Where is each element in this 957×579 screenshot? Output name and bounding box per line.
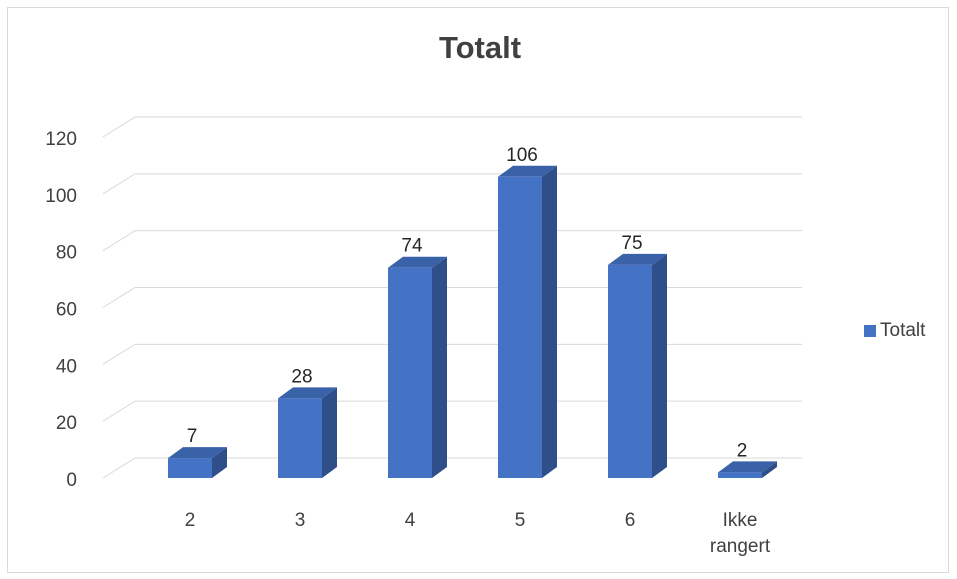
bar-top [718,461,777,473]
data-label: 7 [187,426,198,447]
y-tick-label: 120 [45,129,77,150]
bar-front [168,458,212,478]
bar [718,461,777,478]
data-label: 2 [737,440,748,461]
bar-top [498,165,557,177]
bar [168,447,227,478]
bar-front [718,472,762,478]
y-tick-label: 100 [45,186,77,207]
bar [388,256,447,478]
category-label: 3 [295,510,306,531]
y-tick-label: 80 [56,243,77,264]
bar-side [322,387,337,478]
bar-front [498,176,542,479]
legend-label: Totalt [880,320,926,341]
category-label: 2 [185,510,196,531]
y-axis-ticks: 0 20 40 60 80 100 120 [45,129,77,491]
category-label: 5 [515,510,526,531]
gridline [102,230,802,252]
bar-front [608,264,652,478]
legend: Totalt [864,320,925,342]
bar-front [278,398,322,478]
data-label: 74 [401,236,423,257]
gridline [102,400,802,422]
legend-swatch [864,325,876,337]
bar-top [608,253,667,265]
category-label: rangert [710,536,771,557]
bar-top [168,447,227,459]
category-label: 4 [405,510,416,531]
data-labels: 7 28 74 106 75 2 [187,145,748,462]
gridline [102,287,802,308]
x-axis-categories: 2 3 4 5 6 Ikke rangert [185,510,771,557]
data-label: 106 [506,145,538,166]
gridline [102,457,802,479]
y-tick-label: 0 [66,470,77,491]
y-tick-label: 20 [56,413,77,434]
bar-side [432,256,447,478]
bar [278,387,337,478]
bar-side [542,165,557,479]
data-label: 28 [291,366,312,387]
chart-title: Totalt [438,30,522,65]
bar-top [388,256,447,268]
bar [608,253,667,478]
bar [498,165,557,479]
gridline [102,173,802,195]
bar-front [388,267,432,478]
category-label: 6 [625,510,636,531]
gridline [102,116,802,138]
chart-frame [7,7,949,573]
bar-side [762,461,777,478]
gridlines [102,116,802,479]
y-tick-label: 40 [56,356,77,377]
bars [168,165,777,479]
gridline [102,343,802,365]
bar-side [212,447,227,478]
y-tick-label: 60 [56,300,77,321]
bar-side [652,253,667,478]
category-label: Ikke [723,510,758,531]
bar-top [278,387,337,399]
data-label: 75 [621,233,642,254]
